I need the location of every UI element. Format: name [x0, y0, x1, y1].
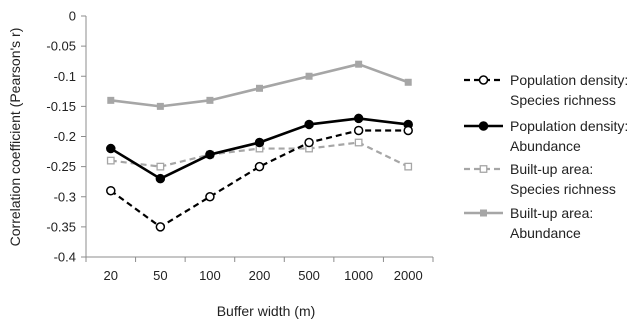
data-point	[205, 192, 215, 202]
legend-label: Built-up area:	[510, 205, 593, 221]
data-point	[305, 72, 313, 80]
x-tick-label: 1000	[344, 268, 373, 283]
legend-label: Abundance	[510, 138, 581, 154]
series-2	[106, 113, 413, 184]
legend-label: Species richness	[510, 181, 616, 197]
data-point	[353, 125, 364, 136]
y-tick-label: -0.4	[54, 250, 76, 265]
legend-item-4: Built-up area: Abundance	[464, 205, 593, 241]
y-tick-label: -0.15	[46, 99, 76, 114]
x-tick-label: 50	[153, 268, 167, 283]
data-point	[156, 162, 165, 171]
data-point	[206, 96, 214, 104]
data-point	[304, 137, 314, 148]
legend-swatch-marker	[480, 209, 487, 217]
data-point	[403, 125, 413, 136]
legend-item-3: Built-up area: Species richness	[464, 161, 616, 197]
data-point	[256, 84, 263, 92]
data-point	[156, 102, 164, 110]
data-point	[107, 96, 115, 104]
data-point	[205, 149, 215, 160]
y-tick-label: -0.3	[54, 189, 76, 204]
data-point	[106, 185, 116, 196]
x-tick-label: 500	[298, 268, 320, 283]
data-point	[254, 137, 265, 148]
legend-item-2: Population density: Abundance	[464, 118, 628, 154]
legend-swatch-marker	[478, 121, 489, 131]
legend-label: Species richness	[510, 92, 616, 108]
data-point	[106, 156, 115, 165]
data-point	[404, 162, 413, 171]
legend-label: Abundance	[510, 225, 581, 241]
data-point	[355, 60, 363, 68]
y-tick-label: 0	[69, 9, 76, 24]
x-tick-label: 200	[249, 268, 271, 283]
y-tick-label: -0.1	[54, 69, 76, 84]
legend-label: Population density:	[510, 118, 628, 134]
y-tick-label: -0.2	[54, 129, 76, 144]
data-point	[353, 113, 364, 124]
x-tick-label: 20	[104, 268, 118, 283]
data-point	[354, 138, 363, 147]
y-tick-label: -0.05	[46, 39, 76, 54]
series-1	[106, 125, 413, 232]
y-tick-label: -0.25	[46, 159, 76, 174]
data-point	[304, 119, 314, 130]
data-point	[155, 173, 166, 184]
x-axis-title: Buffer width (m)	[217, 303, 316, 319]
y-axis-title: Correlation coefficient (Pearson's r)	[7, 28, 23, 247]
legend-label: Built-up area:	[510, 161, 593, 177]
axes: 0 -0.05 -0.1 -0.15 -0.2 -0.25 -0.3 -0.35 -0.4 20 5…	[46, 9, 434, 283]
legend-swatch-marker	[479, 165, 488, 173]
legend-label: Population density:	[510, 72, 628, 88]
data-point	[155, 222, 166, 232]
data-point	[106, 143, 116, 154]
data-point	[404, 78, 412, 86]
data-point	[254, 161, 265, 172]
x-tick-label: 2000	[394, 268, 423, 283]
legend-item-1: Population density: Species richness	[464, 72, 628, 108]
series-4	[107, 60, 412, 110]
y-tick-label: -0.35	[46, 219, 76, 234]
x-tick-label: 100	[199, 268, 221, 283]
legend: Population density:Species richnessPopul…	[464, 72, 628, 241]
series-layer	[106, 60, 413, 232]
legend-swatch-marker	[478, 75, 489, 85]
